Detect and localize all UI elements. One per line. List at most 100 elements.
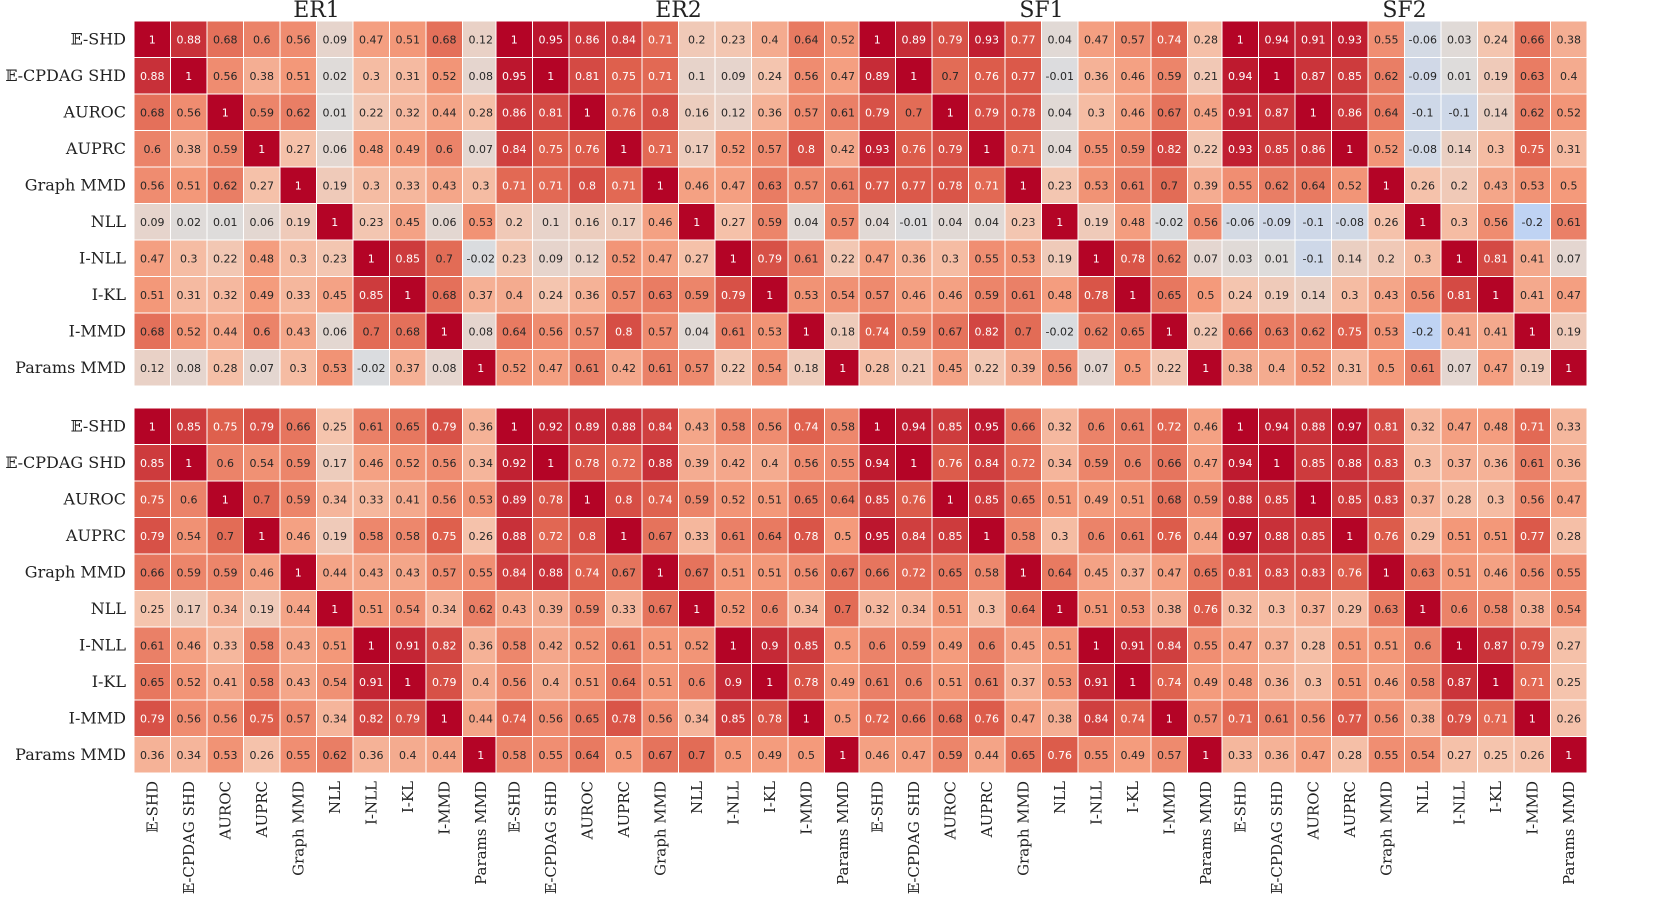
heatmap-cell <box>787 130 825 168</box>
cell-value-label: 0.52 <box>502 362 527 375</box>
cell-value-label: 1 <box>511 420 518 433</box>
cell-value-label: 0.56 <box>213 712 238 725</box>
cell-value-label: 0.48 <box>1048 289 1073 302</box>
cell-value-label: -0.08 <box>1336 216 1364 229</box>
cell-value-label: 0.76 <box>1048 749 1073 762</box>
cell-value-label: 0.23 <box>359 216 384 229</box>
row-tick-label: NLL <box>91 212 127 231</box>
cell-value-label: 0.76 <box>1374 530 1399 543</box>
cell-value-label: 0.19 <box>1520 362 1545 375</box>
heatmap-cell <box>968 663 1006 701</box>
cell-value-label: 0.61 <box>1520 457 1545 470</box>
cell-value-label: 0.44 <box>469 712 494 725</box>
cell-value-label: 0.54 <box>177 530 202 543</box>
heatmap-cell <box>1258 407 1296 445</box>
cell-value-label: -0.02 <box>467 252 495 265</box>
cell-value-label: 0.48 <box>1228 676 1253 689</box>
heatmap-cell <box>133 203 171 241</box>
heatmap-cell <box>1077 349 1115 387</box>
cell-value-label: 0.53 <box>1048 676 1073 689</box>
cell-value-label: 0.85 <box>177 420 202 433</box>
heatmap-cell <box>170 276 208 314</box>
cell-value-label: 0.55 <box>1374 33 1399 46</box>
cell-value-label: 0.14 <box>1338 252 1363 265</box>
heatmap-cell <box>532 444 570 482</box>
cell-value-label: 0.74 <box>1157 676 1182 689</box>
cell-value-label: 0.52 <box>432 70 457 83</box>
cell-value-label: 0.91 <box>1301 33 1326 46</box>
cell-value-label: 0.12 <box>575 252 600 265</box>
cell-value-label: 0.78 <box>575 457 600 470</box>
cell-value-label: 0.4 <box>761 33 779 46</box>
cell-value-label: 0.93 <box>1228 143 1253 156</box>
cell-value-label: 0.45 <box>1011 639 1036 652</box>
heatmap-cell <box>243 626 281 664</box>
cell-value-label: 0.89 <box>902 33 927 46</box>
heatmap-cell <box>895 203 933 241</box>
cell-value-label: 0.94 <box>1265 420 1290 433</box>
cell-value-label: 0.67 <box>685 566 710 579</box>
cell-value-label: 0.47 <box>1228 639 1253 652</box>
cell-value-label: 0.54 <box>758 362 783 375</box>
heatmap-cell <box>1150 626 1188 664</box>
heatmap-cell <box>1367 203 1405 241</box>
heatmap-cell <box>641 349 679 387</box>
cell-value-label: 0.59 <box>1121 143 1146 156</box>
cell-value-label: 1 <box>547 70 554 83</box>
heatmap-cell <box>1331 590 1369 628</box>
cell-value-label: 0.26 <box>250 749 275 762</box>
cell-value-label: 0.24 <box>1484 33 1509 46</box>
cell-value-label: 0.66 <box>865 566 890 579</box>
heatmap-cell <box>495 699 533 737</box>
cell-value-label: 1 <box>584 493 591 506</box>
cell-value-label: 0.81 <box>1447 289 1472 302</box>
cell-value-label: 0.43 <box>286 325 311 338</box>
cell-value-label: 0.6 <box>253 33 271 46</box>
cell-value-label: 0.85 <box>1338 70 1363 83</box>
cell-value-label: 0.58 <box>975 566 1000 579</box>
heatmap-cell <box>1077 93 1115 131</box>
cell-value-label: 0.74 <box>575 566 600 579</box>
cell-value-label: 1 <box>1456 639 1463 652</box>
heatmap-cell <box>931 239 969 277</box>
heatmap-cell <box>714 203 752 241</box>
cell-value-label: 0.33 <box>1557 420 1582 433</box>
cell-value-label: 0.51 <box>1048 639 1073 652</box>
heatmap-cell <box>1221 407 1259 445</box>
cell-value-label: 0.65 <box>575 712 600 725</box>
heatmap-cell <box>1513 93 1551 131</box>
heatmap-cell <box>787 57 825 95</box>
cell-value-label: 0.52 <box>612 252 637 265</box>
heatmap-cell <box>352 93 390 131</box>
heatmap-cell <box>858 203 896 241</box>
cell-value-label: 0.78 <box>612 712 637 725</box>
cell-value-label: 0.25 <box>1557 676 1582 689</box>
cell-value-label: 0.51 <box>1338 639 1363 652</box>
cell-value-label: 0.29 <box>1411 530 1436 543</box>
cell-value-label: 0.23 <box>721 33 746 46</box>
heatmap-cell <box>1331 57 1369 95</box>
col-tick-label: 𝔼-CPDAG SHD <box>180 781 198 894</box>
cell-value-label: -0.01 <box>900 216 928 229</box>
heatmap-cell <box>1150 130 1188 168</box>
cell-value-label: 0.14 <box>1301 289 1326 302</box>
heatmap-cell <box>352 57 390 95</box>
cell-value-label: 0.46 <box>359 457 384 470</box>
cell-value-label: 0.5 <box>1378 362 1396 375</box>
cell-value-label: 0.32 <box>213 289 238 302</box>
cell-value-label: 0.31 <box>1557 143 1582 156</box>
heatmap-cell <box>532 736 570 774</box>
heatmap-cell <box>968 312 1006 350</box>
heatmap-cell <box>1077 203 1115 241</box>
heatmap-cell <box>641 166 679 204</box>
heatmap-cell <box>170 480 208 518</box>
cell-value-label: 0.47 <box>140 252 165 265</box>
cell-value-label: 0.55 <box>831 457 856 470</box>
heatmap-cell <box>1150 239 1188 277</box>
cell-value-label: 0.3 <box>942 252 960 265</box>
heatmap-cell <box>968 57 1006 95</box>
cell-value-label: 0.59 <box>1084 457 1109 470</box>
cell-value-label: 0.85 <box>359 289 384 302</box>
cell-value-label: 0.44 <box>213 325 238 338</box>
